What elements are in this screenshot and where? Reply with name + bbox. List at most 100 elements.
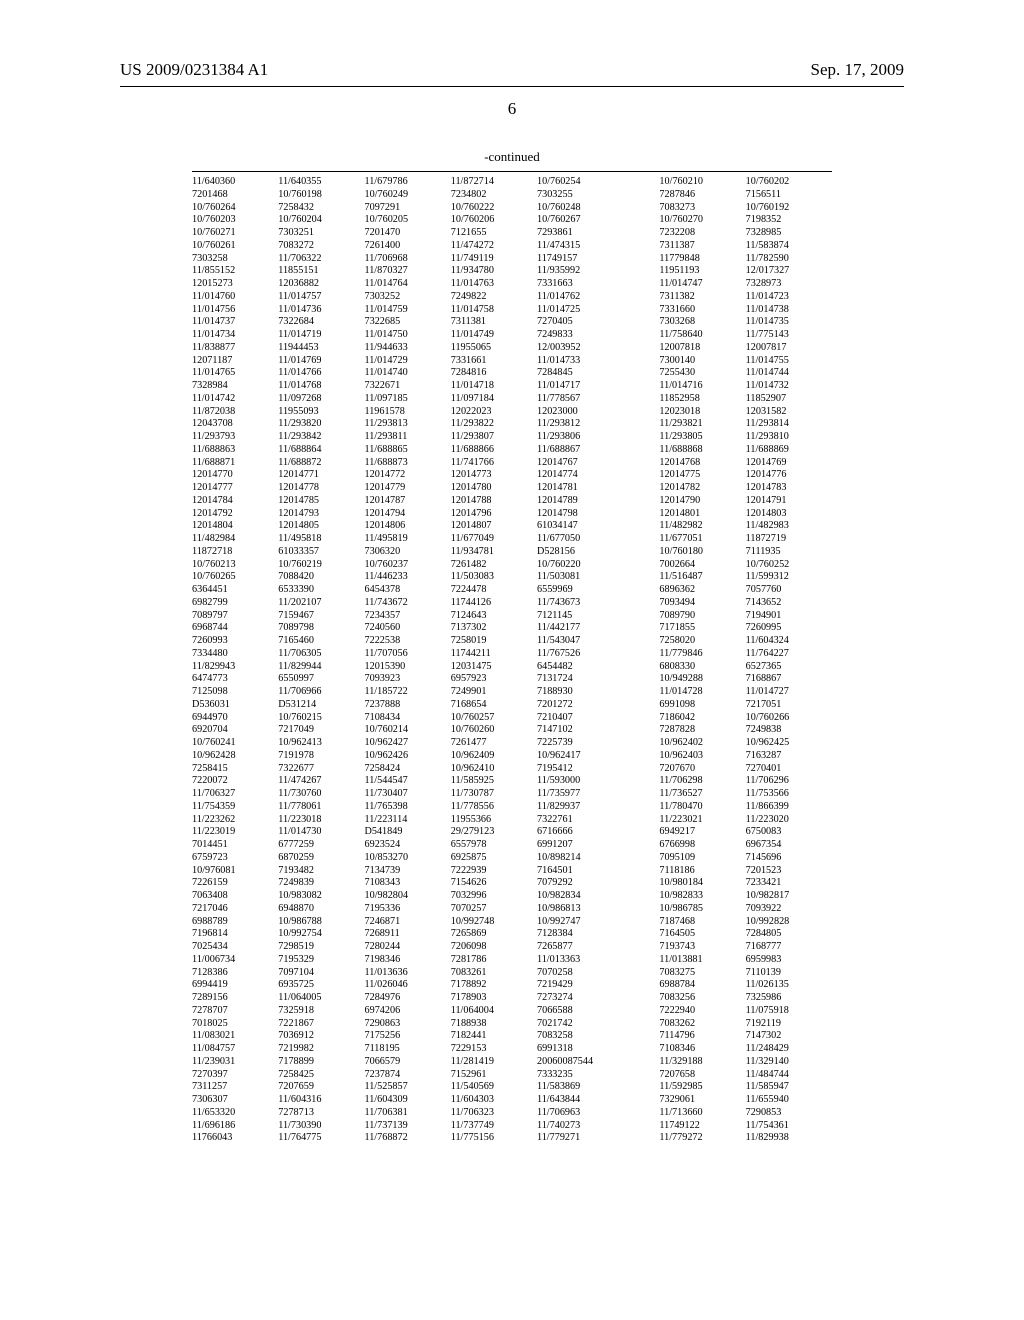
table-row: 10/76024110/96241310/9624277261477722573… [192, 737, 832, 750]
table-cell: 7154626 [451, 877, 537, 890]
table-row: 11/48298411/49581811/49581911/67704911/6… [192, 533, 832, 546]
table-cell: 7322677 [278, 763, 364, 776]
table-cell: 11/293807 [451, 431, 537, 444]
table-gap [629, 431, 659, 444]
table-cell: 12014783 [746, 482, 832, 495]
table-gap [629, 954, 659, 967]
table-gap [629, 673, 659, 686]
table-gap [629, 1018, 659, 1031]
table-cell: 11/293793 [192, 431, 278, 444]
table-gap [629, 801, 659, 814]
table-cell: 7284816 [451, 367, 537, 380]
table-cell: 7222939 [451, 865, 537, 878]
table-cell: 11/026135 [746, 979, 832, 992]
table-cell: 11944453 [278, 342, 364, 355]
table-cell: 11855151 [278, 265, 364, 278]
table-gap [629, 839, 659, 852]
table-cell: 20060087544 [537, 1056, 629, 1069]
table-cell: 29/279123 [451, 826, 537, 839]
table-cell: 7249901 [451, 686, 537, 699]
table-cell: 7284976 [365, 992, 451, 1005]
table-row: 7226159724983971083437154626707929210/98… [192, 877, 832, 890]
table-cell: 11/013363 [537, 954, 629, 967]
table-cell: 11/014755 [746, 355, 832, 368]
table-cell: 11/730787 [451, 788, 537, 801]
table-cell: 12014778 [278, 482, 364, 495]
table-cell: 7265877 [537, 941, 629, 954]
table-cell: 12071187 [192, 355, 278, 368]
publication-number: US 2009/0231384 A1 [120, 60, 268, 80]
table-cell: 7188930 [537, 686, 629, 699]
table-cell: 12014807 [451, 520, 537, 533]
table-gap [629, 890, 659, 903]
table-gap [629, 661, 659, 674]
table-cell: 11744126 [451, 597, 537, 610]
table-cell: 7066588 [537, 1005, 629, 1018]
table-cell: 10/962426 [365, 750, 451, 763]
table-cell: 10/760241 [192, 737, 278, 750]
table-cell: 7284845 [537, 367, 629, 380]
table-row: 11/653320727871311/70638111/70632311/706… [192, 1107, 832, 1120]
table-cell: 7287828 [659, 724, 745, 737]
table-gap [629, 1094, 659, 1107]
table-cell: 6944970 [192, 712, 278, 725]
table-cell: 7328984 [192, 380, 278, 393]
table-cell: 12023018 [659, 406, 745, 419]
table-cell: 6766998 [659, 839, 745, 852]
table-cell: 11/706963 [537, 1107, 629, 1120]
table-cell: 10/982817 [746, 890, 832, 903]
table-cell: 10/962402 [659, 737, 745, 750]
table-cell: 7083258 [537, 1030, 629, 1043]
table-cell: 11/640355 [278, 176, 364, 189]
table-cell: 10/992754 [278, 928, 364, 941]
table-cell: 10/760213 [192, 559, 278, 572]
table-cell: 6716666 [537, 826, 629, 839]
table-row: 72584157322677725842410/9624107195412720… [192, 763, 832, 776]
table-cell: 11/764227 [746, 648, 832, 661]
table-cell: 7281786 [451, 954, 537, 967]
table-cell: 7156511 [746, 189, 832, 202]
table-cell: 10/992748 [451, 916, 537, 929]
table-cell: 11/677050 [537, 533, 629, 546]
table-cell: 11/713660 [659, 1107, 745, 1120]
table-cell: 11/482982 [659, 520, 745, 533]
table-cell: 11/014728 [659, 686, 745, 699]
table-row: 11/69618611/73039011/73713911/73774911/7… [192, 1120, 832, 1133]
table-cell: 11/014730 [278, 826, 364, 839]
table-cell: 7124643 [451, 610, 537, 623]
table-cell: 11/706381 [365, 1107, 451, 1120]
table-cell: 12014791 [746, 495, 832, 508]
table-cell: 7018025 [192, 1018, 278, 1031]
table-gap [629, 699, 659, 712]
table-row: 720146810/76019810/760249723480273032557… [192, 189, 832, 202]
table-cell: 11/778567 [537, 393, 629, 406]
table-cell: 11/075918 [746, 1005, 832, 1018]
table-cell: 11/688864 [278, 444, 364, 457]
table-cell: 7219982 [278, 1043, 364, 1056]
table-cell: 7083256 [659, 992, 745, 1005]
table-row: 11/0147377322684732268573113817270405730… [192, 316, 832, 329]
table-cell: 11/014762 [537, 291, 629, 304]
table-cell: 11/293820 [278, 418, 364, 431]
table-cell: 6923524 [365, 839, 451, 852]
table-cell: 11/934780 [451, 265, 537, 278]
table-gap [629, 393, 659, 406]
table-cell: 7137302 [451, 622, 537, 635]
table-cell: 11/293813 [365, 418, 451, 431]
table-row: 10/962428719197810/96242610/96240910/962… [192, 750, 832, 763]
table-gap [629, 852, 659, 865]
table-cell: 11/223262 [192, 814, 278, 827]
table-cell: 11951193 [659, 265, 745, 278]
table-cell: 12036882 [278, 278, 364, 291]
table-cell: 6925875 [451, 852, 537, 865]
table-cell: 12014787 [365, 495, 451, 508]
table-cell: 7270401 [746, 763, 832, 776]
table-cell: 11/014756 [192, 304, 278, 317]
table-cell: 11/474267 [278, 775, 364, 788]
table-cell: 11/677051 [659, 533, 745, 546]
table-row: 120152731203688211/01476411/014763733166… [192, 278, 832, 291]
table-cell: 6920704 [192, 724, 278, 737]
table-cell: 10/760210 [659, 176, 745, 189]
table-cell: 10/982804 [365, 890, 451, 903]
table-cell: 11/014718 [451, 380, 537, 393]
